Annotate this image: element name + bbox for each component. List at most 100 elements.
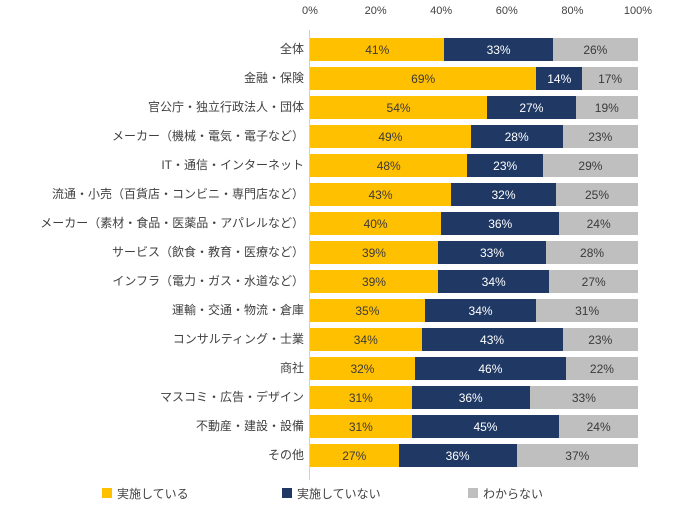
bar-segment-no: 43%	[421, 328, 563, 351]
legend-swatch-icon	[282, 488, 292, 498]
bar-segment-unknown: 37%	[516, 444, 638, 467]
bar-value-label: 45%	[473, 419, 498, 434]
bar-segment-yes: 54%	[310, 96, 488, 119]
bar-value-label: 31%	[348, 419, 373, 434]
category-label: 運輸・交通・物流・倉庫	[171, 303, 304, 317]
chart-row: 商社 32% 46% 22%	[0, 357, 673, 380]
legend-swatch-icon	[102, 488, 112, 498]
bar-segment-yes: 41%	[310, 38, 445, 61]
bar-segment-yes: 31%	[310, 415, 412, 438]
chart-row: 金融・保険 69% 14% 17%	[0, 67, 673, 90]
bar-value-label: 27%	[342, 448, 367, 463]
bar-value-label: 43%	[480, 332, 505, 347]
bar-value-label: 33%	[480, 245, 505, 260]
chart-row: メーカー（機械・電気・電子など） 49% 28% 23%	[0, 125, 673, 148]
stacked-bar: 27% 36% 37%	[310, 444, 638, 467]
bar-value-label: 46%	[478, 361, 503, 376]
bar-segment-no: 23%	[467, 154, 543, 177]
category-label: 不動産・建設・設備	[195, 419, 304, 433]
bar-segment-yes: 69%	[310, 67, 537, 90]
category-label: インフラ（電力・ガス・水道など）	[112, 274, 304, 288]
bar-segment-yes: 39%	[310, 241, 438, 264]
stacked-bar: 48% 23% 29%	[310, 154, 638, 177]
bar-value-label: 34%	[468, 303, 493, 318]
bar-value-label: 54%	[386, 100, 411, 115]
bar-segment-unknown: 33%	[529, 386, 638, 409]
bar-segment-no: 32%	[451, 183, 556, 206]
bar-value-label: 27%	[581, 274, 606, 289]
bar-value-label: 24%	[586, 419, 611, 434]
bar-segment-yes: 35%	[310, 299, 425, 322]
bar-segment-yes: 31%	[310, 386, 412, 409]
bar-value-label: 24%	[586, 216, 611, 231]
bar-value-label: 33%	[571, 390, 596, 405]
stacked-bar: 39% 33% 28%	[310, 241, 638, 264]
category-label: メーカー（素材・食品・医薬品・アパレルなど）	[40, 216, 304, 230]
bar-value-label: 36%	[445, 448, 470, 463]
bar-segment-no: 46%	[414, 357, 566, 380]
bar-segment-yes: 43%	[310, 183, 452, 206]
bar-segment-unknown: 23%	[562, 125, 638, 148]
bar-value-label: 28%	[580, 245, 605, 260]
bar-value-label: 43%	[368, 187, 393, 202]
bar-segment-no: 34%	[437, 270, 550, 293]
category-label: メーカー（機械・電気・電子など）	[111, 129, 304, 143]
bar-value-label: 40%	[363, 216, 388, 231]
bar-value-label: 14%	[547, 71, 572, 86]
bar-value-label: 34%	[481, 274, 506, 289]
x-axis-tick-label: 0%	[302, 5, 318, 17]
bar-segment-yes: 40%	[310, 212, 442, 235]
chart-row: メーカー（素材・食品・医薬品・アパレルなど） 40% 36% 24%	[0, 212, 673, 235]
bar-value-label: 32%	[491, 187, 516, 202]
bar-segment-no: 27%	[487, 96, 576, 119]
bar-segment-yes: 49%	[310, 125, 471, 148]
bar-value-label: 32%	[350, 361, 375, 376]
bar-value-label: 28%	[504, 129, 529, 144]
chart-row: IT・通信・インターネット 48% 23% 29%	[0, 154, 673, 177]
bar-value-label: 39%	[361, 274, 386, 289]
category-label: 全体	[279, 42, 304, 56]
stacked-bar: 43% 32% 25%	[310, 183, 638, 206]
bar-value-label: 23%	[493, 158, 518, 173]
stacked-bar: 31% 45% 24%	[310, 415, 638, 438]
chart-row: 不動産・建設・設備 31% 45% 24%	[0, 415, 673, 438]
bar-value-label: 23%	[588, 332, 613, 347]
stacked-bar: 34% 43% 23%	[310, 328, 638, 351]
legend-item: 実施していない	[282, 484, 381, 502]
chart-row: 流通・小売（百貨店・コンビニ・専門店など） 43% 32% 25%	[0, 183, 673, 206]
stacked-bar: 31% 36% 33%	[310, 386, 638, 409]
x-axis-tick-label: 60%	[495, 5, 518, 17]
bar-segment-unknown: 23%	[562, 328, 638, 351]
value-axis-line	[309, 30, 310, 480]
bar-value-label: 36%	[458, 390, 483, 405]
bar-segment-no: 45%	[411, 415, 560, 438]
bar-segment-unknown: 25%	[555, 183, 638, 206]
bar-segment-yes: 34%	[310, 328, 422, 351]
chart-row: 全体 41% 33% 26%	[0, 38, 673, 61]
chart-row: コンサルティング・士業 34% 43% 23%	[0, 328, 673, 351]
stacked-bar: 49% 28% 23%	[310, 125, 638, 148]
bar-value-label: 41%	[365, 42, 390, 57]
bar-value-label: 31%	[575, 303, 600, 318]
bar-value-label: 69%	[411, 71, 436, 86]
x-axis-tick-label: 20%	[364, 5, 387, 17]
x-axis-tick-label: 100%	[623, 5, 653, 17]
bar-segment-no: 28%	[470, 125, 563, 148]
category-label: 官公庁・独立行政法人・団体	[147, 100, 304, 114]
bar-segment-unknown: 27%	[549, 270, 638, 293]
bar-value-label: 48%	[376, 158, 401, 173]
bar-value-label: 22%	[589, 361, 614, 376]
bar-value-label: 19%	[594, 100, 619, 115]
bar-value-label: 17%	[598, 71, 623, 86]
bar-segment-no: 33%	[444, 38, 553, 61]
category-label: 商社	[279, 361, 304, 375]
bar-segment-yes: 27%	[310, 444, 399, 467]
bar-segment-unknown: 24%	[559, 212, 638, 235]
bar-segment-no: 34%	[424, 299, 537, 322]
bar-segment-unknown: 19%	[575, 96, 638, 119]
bar-segment-unknown: 22%	[565, 357, 638, 380]
stacked-bar: 41% 33% 26%	[310, 38, 638, 61]
bar-segment-no: 36%	[398, 444, 517, 467]
bar-value-label: 37%	[565, 448, 590, 463]
bar-value-label: 27%	[519, 100, 544, 115]
